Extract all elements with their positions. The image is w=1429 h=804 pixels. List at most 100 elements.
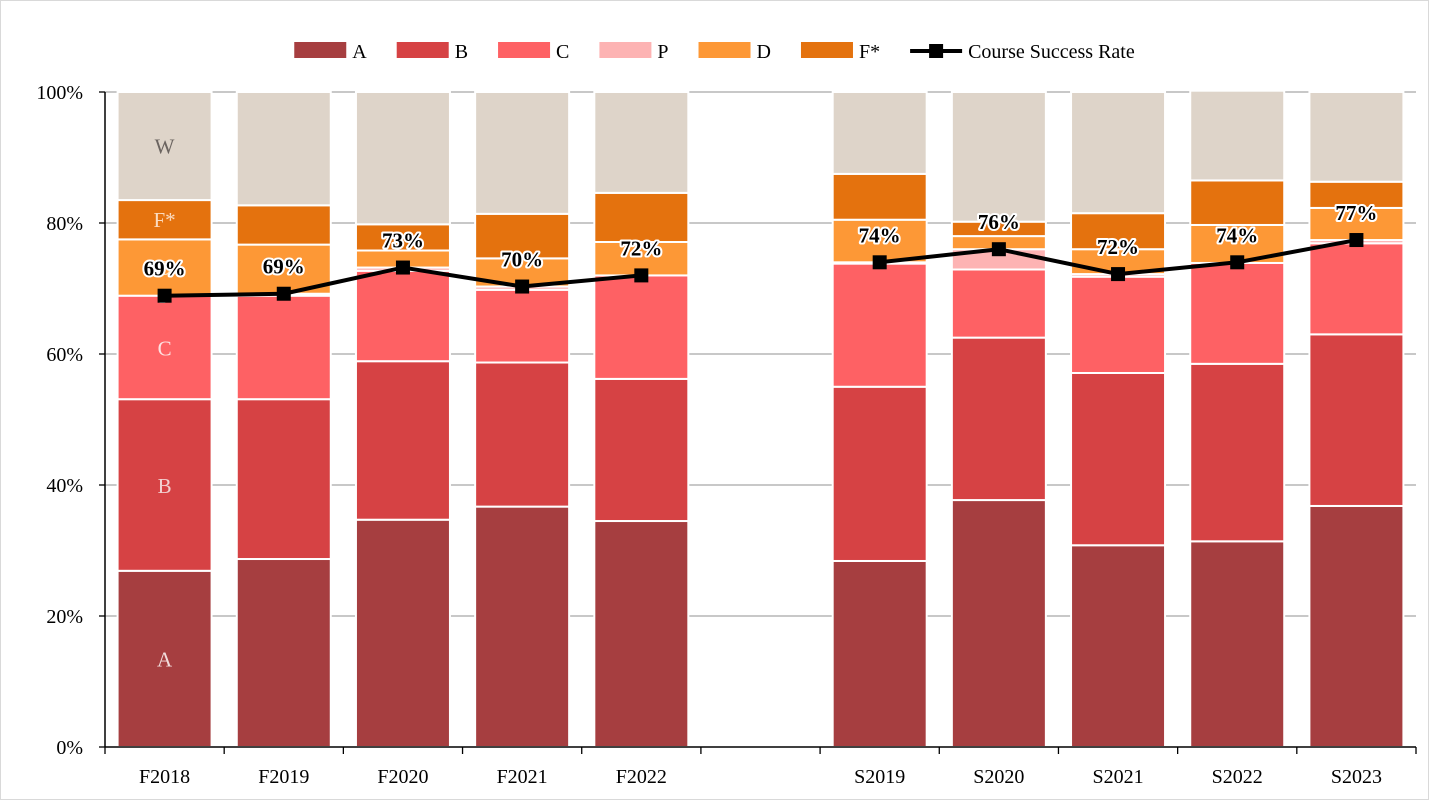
bar-segment-b: [474, 361, 571, 508]
success-rate-marker: [276, 286, 291, 301]
axes: 0% 20% 40% 60% 80% 100% F2018 F2019 F2020 F2021 F2…: [36, 82, 1417, 788]
success-rate-marker: [872, 255, 887, 270]
x-tick-label: F2020: [377, 766, 428, 788]
success-rate-marker: [634, 268, 649, 283]
legend-item: B: [396, 41, 468, 63]
bar-segment-b: [950, 336, 1047, 502]
legend-swatch: [599, 42, 652, 58]
bar-segment-fstar: [593, 191, 690, 243]
segment-label: A: [157, 648, 173, 672]
bar-segment-c: [235, 294, 332, 401]
legend-label: B: [455, 41, 468, 63]
legend-swatch: [800, 42, 853, 58]
success-rate-label: 69%: [144, 257, 186, 281]
bar-segment-b: [593, 377, 690, 523]
success-rate-label: 77%: [1335, 201, 1377, 225]
legend-item: A: [294, 41, 367, 63]
success-rate-marker: [1111, 267, 1126, 282]
success-rate-marker: [395, 260, 410, 275]
bar-segment-w: [235, 91, 332, 207]
bar-segment-w: [831, 91, 928, 175]
y-tick-label: 60%: [46, 344, 83, 366]
x-tick-label: F2019: [258, 766, 309, 788]
bar-segment-fstar: [235, 204, 332, 246]
success-rate-marker: [1349, 233, 1364, 248]
y-tick-label: 100%: [36, 82, 83, 104]
bar-segment-w: [1308, 91, 1405, 183]
success-rate-label: 70%: [501, 248, 543, 272]
x-tick-label: S2020: [973, 766, 1024, 788]
segment-label: W: [155, 135, 175, 159]
bar-segment-w: [1189, 89, 1286, 182]
bar-segment-b: [354, 360, 451, 521]
bar-segment-a: [116, 569, 213, 748]
bar-segment-w: [1070, 91, 1167, 215]
y-tick-label: 80%: [46, 213, 83, 235]
success-rate-label: 69%: [263, 255, 305, 279]
y-tick-label: 20%: [46, 606, 83, 628]
y-tick-label: 40%: [46, 475, 83, 497]
bar-segment-b: [1308, 333, 1405, 507]
success-rate-label: 72%: [1097, 235, 1139, 259]
bar-segment-d: [831, 218, 928, 264]
legend-marker-key: [929, 44, 944, 58]
x-tick-label: F2018: [139, 766, 190, 788]
bar-segment-b: [1189, 362, 1286, 543]
success-rate-label: 73%: [382, 229, 424, 253]
success-rate-label: 74%: [1216, 223, 1258, 247]
bar-segment-a: [474, 505, 571, 748]
bar-segment-fstar: [831, 172, 928, 221]
legend-item: P: [599, 41, 669, 63]
segment-label: C: [158, 336, 172, 360]
legend-label: F*: [859, 41, 880, 63]
bar-segment-c: [831, 262, 928, 388]
legend-label: A: [352, 41, 367, 63]
bar-segment-fstar: [474, 212, 571, 260]
bar-segment-c: [1189, 261, 1286, 365]
bar-segment-a: [950, 499, 1047, 748]
success-rate-marker: [991, 242, 1006, 257]
bar-segment-w: [354, 91, 451, 226]
bar-segment-b: [235, 398, 332, 561]
x-tick-label: S2021: [1092, 766, 1143, 788]
legend-swatch: [498, 42, 551, 58]
x-tick-label: S2022: [1212, 766, 1263, 788]
legend: A B C P D F* Course Success Rate: [294, 41, 1135, 63]
bar-segment-fstar: [1308, 180, 1405, 209]
success-rate-label: 76%: [978, 210, 1020, 234]
legend-label: C: [556, 41, 569, 63]
bar-segment-fstar: [1070, 212, 1167, 251]
bar-segment-c: [474, 288, 571, 364]
bar-segment-b: [116, 398, 213, 572]
legend-swatch: [294, 42, 347, 58]
segment-label: B: [158, 474, 172, 498]
bar-segment-c: [593, 274, 690, 380]
bar-segment-c: [354, 269, 451, 363]
bars: [116, 89, 1405, 749]
bar-segment-w: [593, 91, 690, 194]
legend-swatch: [396, 42, 449, 58]
bar-segment-fstar: [1189, 179, 1286, 226]
success-rate-line: [157, 233, 1364, 303]
legend-label: P: [657, 41, 668, 63]
success-rate-marker: [157, 288, 172, 303]
bar-segment-c: [1070, 275, 1167, 374]
legend-swatch: [698, 42, 751, 58]
legend-item: D: [698, 41, 771, 63]
bar-segment-w: [474, 91, 571, 215]
success-rate-label: 72%: [620, 236, 662, 260]
bar-segment-w: [950, 91, 1047, 223]
bar-segment-w: [116, 91, 213, 202]
x-tick-label: S2023: [1331, 766, 1382, 788]
bar-segment-a: [1308, 504, 1405, 748]
y-tick-label: 0%: [56, 737, 83, 759]
bar-segment-b: [1070, 371, 1167, 547]
bar-segment-a: [1070, 544, 1167, 749]
x-tick-label: F2022: [616, 766, 667, 788]
legend-label: D: [757, 41, 771, 63]
bar-segment-a: [1189, 540, 1286, 749]
x-tick-label: F2021: [497, 766, 548, 788]
legend-item: Course Success Rate: [910, 41, 1135, 63]
